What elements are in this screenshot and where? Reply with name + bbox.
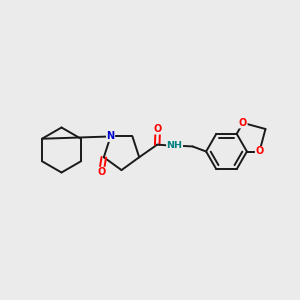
Text: O: O <box>154 124 162 134</box>
Text: NH: NH <box>167 141 183 150</box>
Text: O: O <box>97 167 106 177</box>
Text: N: N <box>106 131 115 142</box>
Text: O: O <box>255 146 264 157</box>
Text: O: O <box>239 118 247 128</box>
